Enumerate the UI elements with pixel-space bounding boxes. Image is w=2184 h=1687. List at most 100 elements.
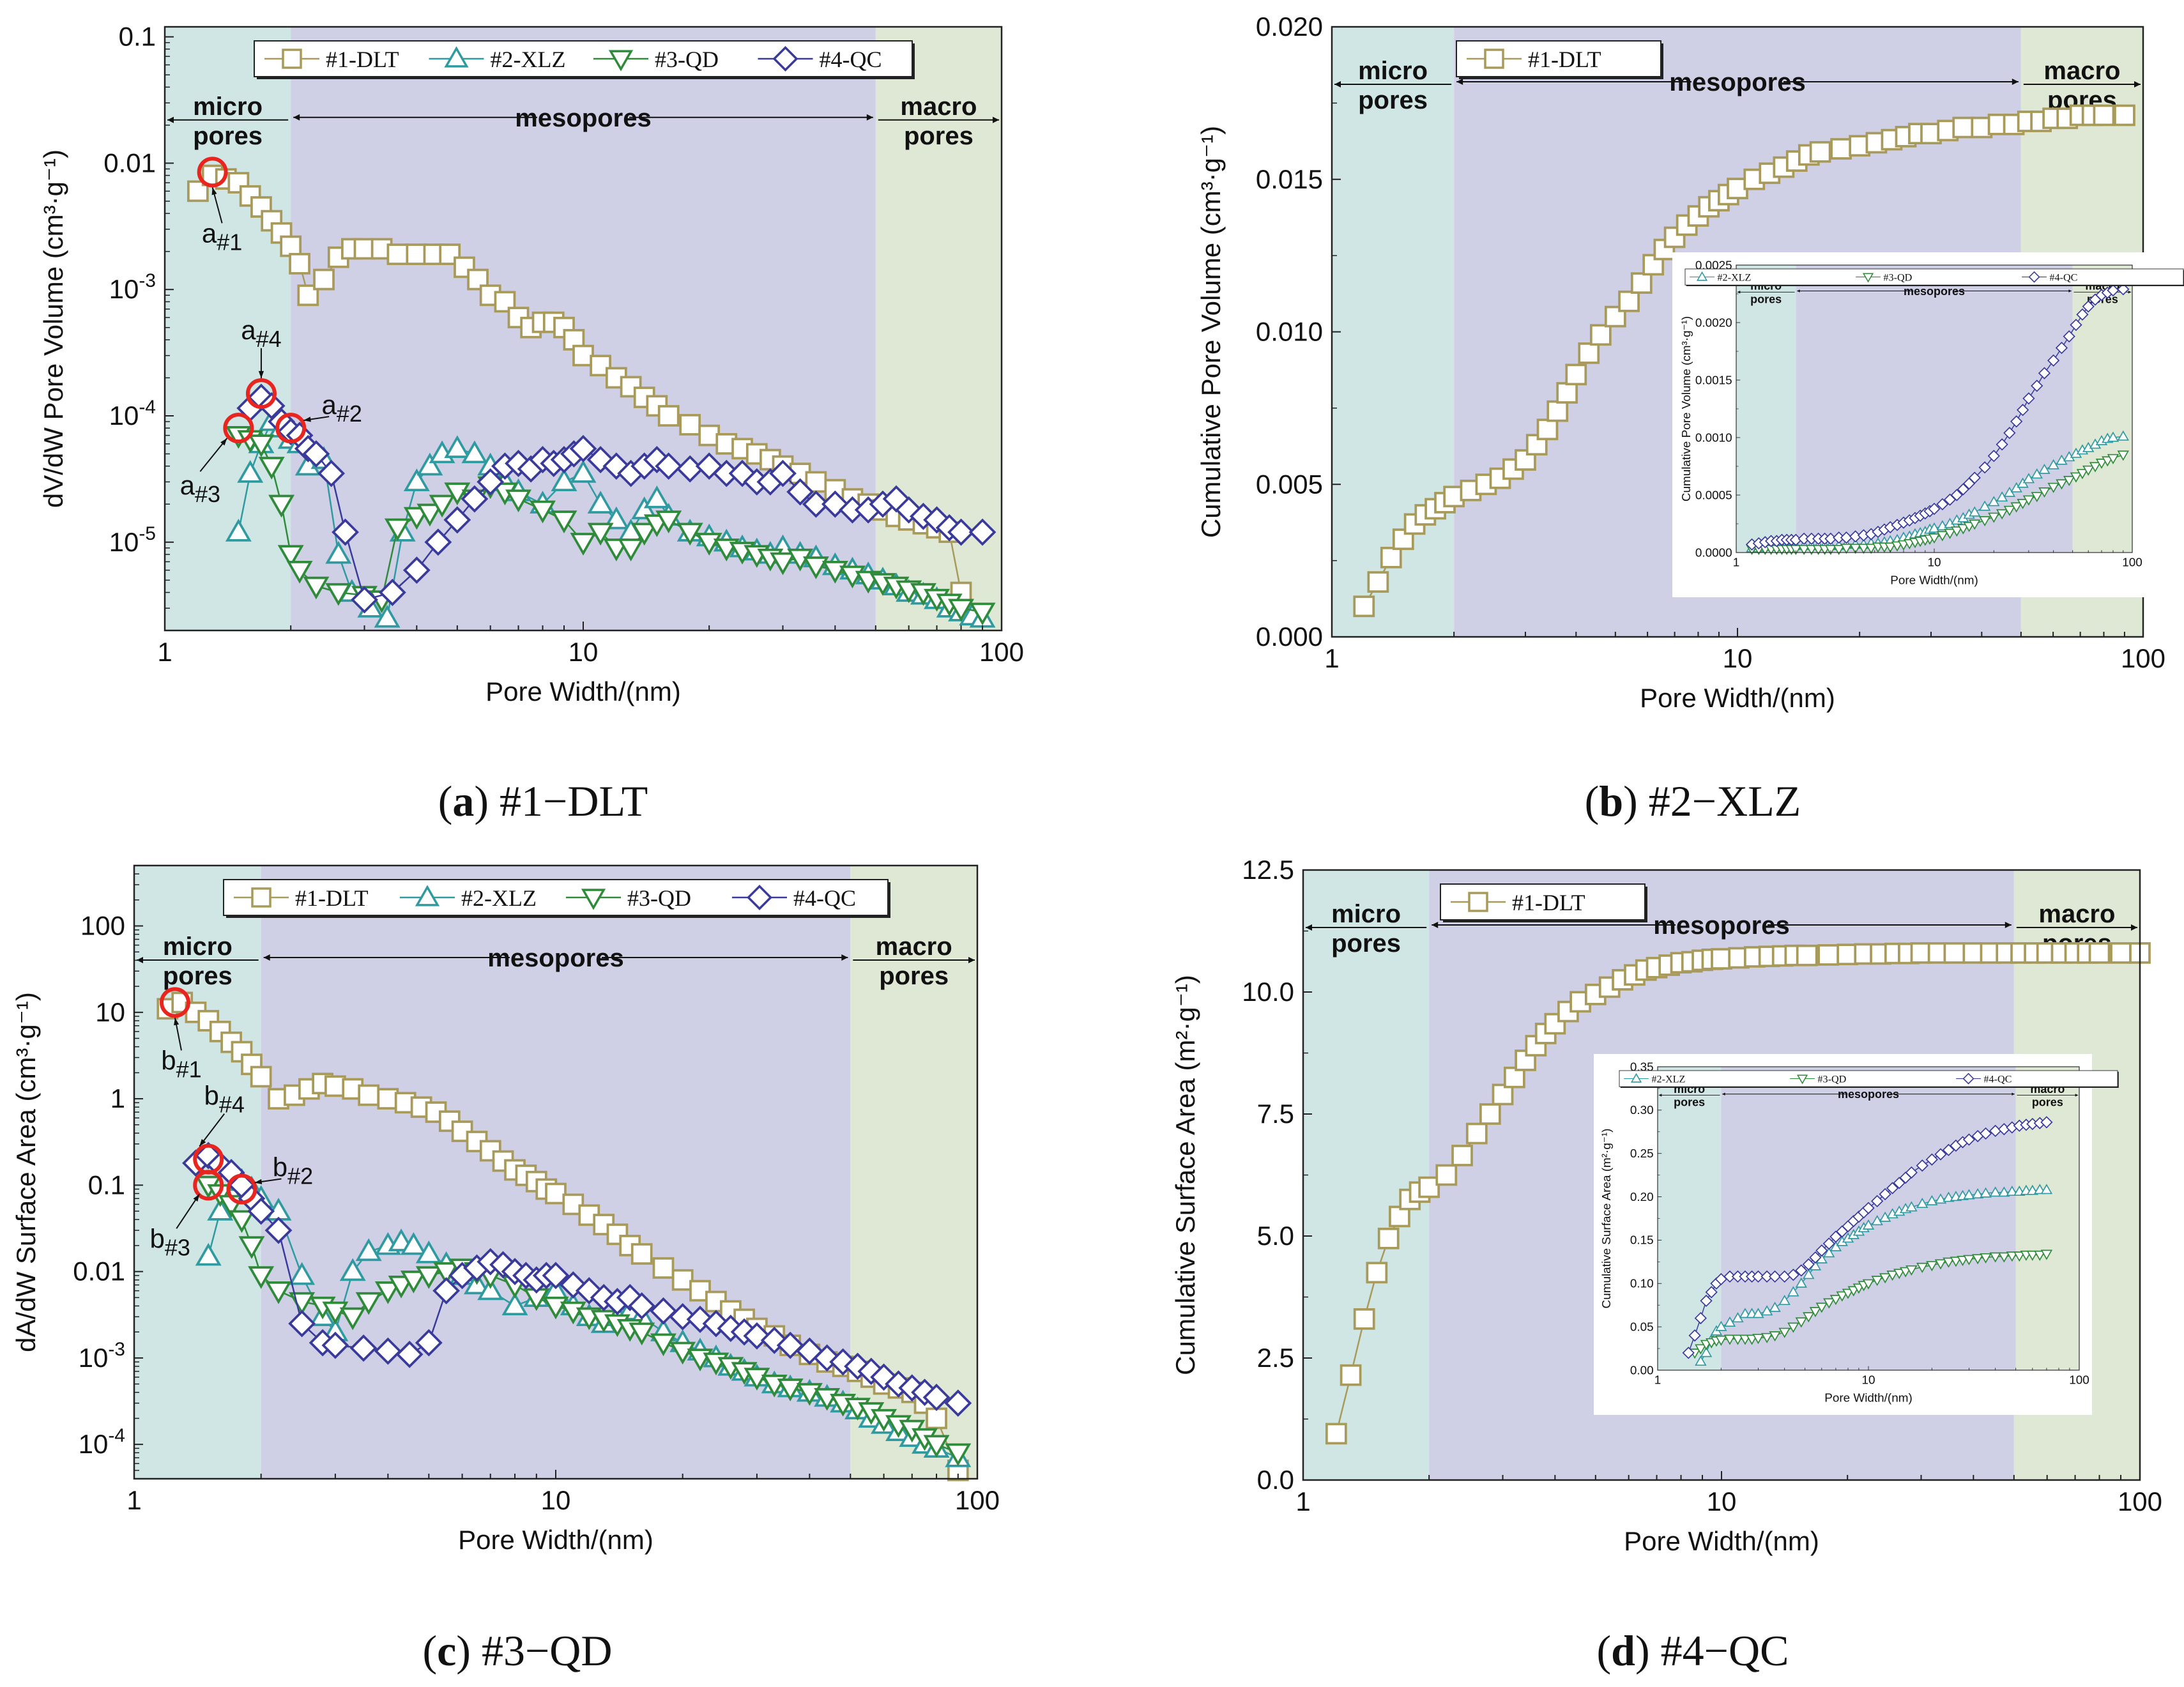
y-tick-label: 0.05 <box>1630 1320 1654 1334</box>
data-point <box>1823 1247 1835 1258</box>
data-point <box>947 518 975 546</box>
legend-marker <box>2028 271 2040 283</box>
data-point <box>2040 1116 2053 1129</box>
data-point <box>2031 492 2043 503</box>
data-point <box>289 252 310 275</box>
legend-label: #3-QD <box>1817 1073 1846 1085</box>
data-point <box>195 1242 222 1266</box>
data-point <box>2040 1184 2053 1195</box>
data-point <box>1353 1308 1375 1330</box>
annotation-label: b#1 <box>161 1045 201 1082</box>
data-point <box>2031 379 2043 392</box>
data-point <box>1515 449 1536 471</box>
data-point <box>339 1307 366 1331</box>
data-point <box>1979 1127 1992 1140</box>
legend-marker <box>608 50 634 72</box>
series-3-QD <box>1688 1249 2053 1359</box>
data-point <box>1836 1291 1848 1302</box>
data-point <box>652 1257 675 1279</box>
region-mesopores <box>1721 1067 2016 1370</box>
region-arrowhead <box>1658 1094 1662 1097</box>
data-point <box>2034 1250 2046 1261</box>
data-point <box>461 440 488 464</box>
data-point <box>1695 1355 1707 1366</box>
data-point <box>317 459 346 487</box>
data-point <box>1618 290 1640 312</box>
y-tick-label: 10 <box>95 997 125 1027</box>
data-point <box>403 468 430 492</box>
data-point <box>1971 1188 1984 1199</box>
legend-item-4-QC: #4-QC <box>758 46 882 72</box>
data-point <box>944 1389 972 1417</box>
data-point <box>2107 284 2119 297</box>
annotation-a2: a#2 <box>275 390 362 444</box>
data-point <box>2056 479 2068 490</box>
data-point <box>676 523 703 546</box>
data-point <box>325 583 352 606</box>
region-label-line1: micro <box>193 93 263 121</box>
region-arrowhead <box>167 116 174 123</box>
data-point <box>802 490 830 518</box>
data-point <box>2047 482 2059 493</box>
data-point <box>1980 1187 1992 1198</box>
data-point <box>265 1281 292 1304</box>
series-3-QD <box>1746 450 2130 556</box>
data-point <box>1578 342 1600 364</box>
x-axis-label: Pore Width/(nm) <box>458 1525 653 1555</box>
data-point <box>1978 516 1991 527</box>
x-axis-label: Pore Width/(nm) <box>1824 1392 1913 1405</box>
data-point <box>1943 1257 1955 1268</box>
data-point <box>1865 544 1877 554</box>
data-point <box>542 1262 570 1290</box>
region-label-line1: micro <box>1331 900 1401 928</box>
y-tick-label: 7.5 <box>1257 1099 1294 1129</box>
highlight-circle <box>245 378 277 409</box>
legend-marker <box>1796 1074 1808 1085</box>
data-point <box>551 468 577 492</box>
data-point <box>744 1368 770 1391</box>
series-4-QC <box>1745 283 2130 551</box>
series-1-DLT <box>1325 942 2151 1445</box>
legend-label: #4-QC <box>1983 1073 2012 1085</box>
data-point <box>2010 502 2022 513</box>
data-point <box>1802 1258 1815 1271</box>
highlight-circle <box>275 413 307 444</box>
y-tick-label: 0.15 <box>1630 1234 1654 1248</box>
highlight-circle <box>226 1173 257 1205</box>
data-point <box>2095 459 2108 469</box>
region-arrowhead <box>2005 921 2012 928</box>
region-micro-pores <box>1303 870 1430 1480</box>
data-point <box>2107 454 2119 464</box>
annotation-arrowhead <box>303 416 311 422</box>
region-macro-pores <box>2072 265 2132 553</box>
data-point <box>277 545 304 568</box>
data-point <box>1928 533 1941 544</box>
annotation-label: a#3 <box>180 470 220 507</box>
y-tick-label: 2.5 <box>1257 1343 1294 1373</box>
region-arrowhead <box>137 957 143 963</box>
region-arrowhead <box>2128 291 2132 294</box>
x-tick-label: 10 <box>541 1485 571 1515</box>
y-axis-label: dV/dW Pore Volume (cm³·g⁻¹) <box>38 149 68 508</box>
data-point <box>1700 1294 1713 1308</box>
legend-item-1-DLT: #1-DLT <box>264 47 399 72</box>
legend-label: #1-DLT <box>1512 890 1585 915</box>
data-point <box>1435 1164 1458 1186</box>
data-point <box>2082 300 2095 313</box>
data-point <box>1899 1267 1912 1278</box>
data-point <box>1536 418 1559 441</box>
data-point <box>1962 1133 1976 1146</box>
region-arrowhead <box>2075 1094 2079 1097</box>
data-point <box>2003 427 2016 439</box>
data-point <box>415 1240 442 1263</box>
y-tick-label: 10-3 <box>109 270 156 304</box>
data-point <box>237 460 264 483</box>
region-arrowhead <box>1334 80 1341 88</box>
y-axis: 10-5 10-4 10-3 0.01 0.1 dV/dW Pore Volume (cm… <box>38 22 174 631</box>
data-point <box>332 518 359 546</box>
data-point <box>1884 542 1897 553</box>
caption-d: (d) #4−QC <box>1596 1626 1789 1675</box>
x-axis: 1 10 100 Pore Width/(nm) <box>1733 548 2142 588</box>
